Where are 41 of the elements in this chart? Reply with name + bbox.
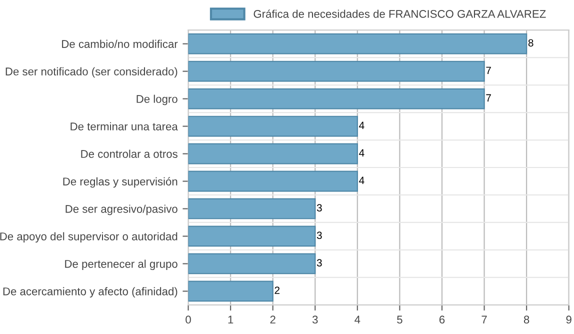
data-label: 7	[486, 66, 491, 74]
x-tick-label: 9	[566, 316, 572, 324]
x-tick-label: 1	[228, 316, 234, 324]
data-label: 3	[316, 204, 322, 212]
data-label: 3	[316, 232, 322, 240]
x-tick-label: 5	[397, 316, 402, 324]
bar	[188, 226, 316, 247]
bar	[188, 116, 358, 137]
bar	[188, 280, 274, 302]
y-tick-label: De ser agresivo/pasivo	[66, 204, 178, 216]
bar	[188, 253, 316, 274]
data-label: 7	[486, 94, 491, 102]
bar	[188, 198, 316, 220]
x-tick-label: 8	[524, 316, 530, 324]
y-tick-label: De apoyo del supervisor o autoridad	[0, 232, 178, 243]
y-tick-label: De cambio/no modificar	[62, 40, 178, 48]
bar	[188, 33, 528, 54]
y-tick-label: De logro	[136, 94, 178, 106]
data-label: 4	[359, 122, 364, 129]
bar	[188, 88, 485, 110]
data-label: 3	[316, 259, 322, 267]
x-tick-label: 7	[482, 316, 487, 324]
x-tick-label: 3	[312, 316, 318, 324]
x-tick-label: 6	[439, 316, 445, 324]
legend-label: Gráfica de necesidades de FRANCISCO GARZA ALVAREZ	[254, 10, 546, 18]
data-label: 2	[274, 286, 280, 294]
data-label: 8	[528, 39, 534, 47]
data-label: 4	[359, 176, 364, 184]
bar	[188, 170, 358, 192]
y-tick-label: De terminar una tarea	[70, 122, 178, 130]
x-tick-label: 4	[354, 316, 360, 324]
x-tick-label: 0	[186, 316, 191, 324]
data-label: 4	[359, 149, 364, 156]
y-tick-label: De pertenecer al grupo	[65, 260, 178, 270]
y-tick-label: De reglas y supervisión	[63, 177, 178, 188]
y-tick-label: De controlar a otros	[81, 150, 178, 158]
y-tick-label: De acercamiento y afecto (afinidad)	[3, 287, 178, 298]
bar	[188, 143, 358, 164]
x-tick-label: 2	[270, 316, 276, 324]
bar	[188, 60, 485, 82]
y-tick-label: De ser notificado (ser considerado)	[6, 67, 178, 78]
